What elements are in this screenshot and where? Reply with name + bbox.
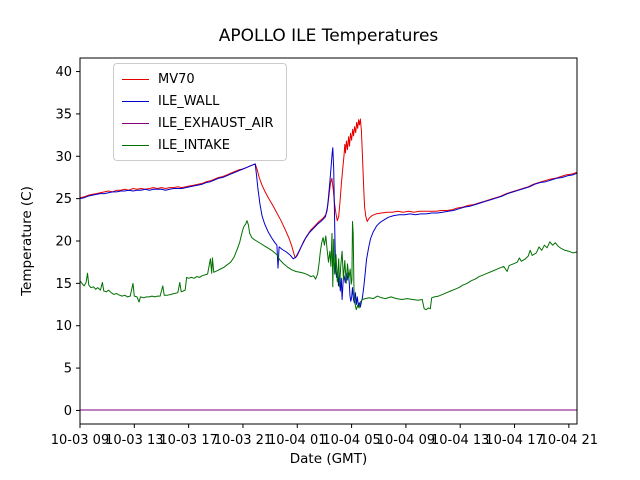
y-axis-label: Temperature (C) (19, 186, 35, 296)
y-tick-label: 0 (64, 404, 72, 419)
x-tick-label: 10-04 17 (485, 433, 543, 448)
x-axis-label: Date (GMT) (289, 451, 368, 467)
chart-title: APOLLO ILE Temperatures (218, 26, 439, 46)
legend-line-swatch (122, 144, 149, 146)
legend-item-ILE_EXHAUST_AIR: ILE_EXHAUST_AIR (122, 112, 274, 134)
legend-item-MV70: MV70 (122, 68, 274, 90)
x-tick-label: 10-04 01 (268, 433, 326, 448)
x-tick-label: 10-03 09 (51, 433, 109, 448)
series-line-ILE_WALL (79, 147, 578, 308)
y-tick-label: 5 (64, 362, 72, 377)
series-line-ILE_INTAKE (79, 220, 578, 311)
legend-item-ILE_INTAKE: ILE_INTAKE (122, 134, 274, 156)
x-tick-label: 10-04 13 (431, 433, 489, 448)
legend-label: MV70 (158, 71, 195, 87)
y-tick-label: 30 (55, 150, 72, 165)
legend-line-swatch (122, 122, 149, 124)
y-tick-label: 35 (55, 107, 72, 122)
y-tick-label: 15 (55, 277, 72, 292)
x-tick-label: 10-04 09 (377, 433, 435, 448)
legend-item-ILE_WALL: ILE_WALL (122, 90, 274, 112)
axes-frame (79, 57, 578, 425)
legend-line-swatch (122, 78, 149, 80)
legend: MV70 ILE_WALL ILE_EXHAUST_AIR ILE_INTAKE (113, 63, 287, 161)
x-tick-label: 10-04 05 (322, 433, 380, 448)
y-tick-label: 20 (55, 235, 72, 250)
legend-line-swatch (122, 100, 149, 102)
legend-label: ILE_WALL (158, 93, 220, 109)
y-tick-label: 40 (55, 65, 72, 80)
x-tick-label: 10-03 17 (159, 433, 217, 448)
legend-label: ILE_INTAKE (158, 137, 230, 153)
legend-label: ILE_EXHAUST_AIR (158, 115, 274, 131)
y-tick-label: 10 (55, 319, 72, 334)
x-tick-label: 10-03 21 (214, 433, 272, 448)
x-tick-label: 10-04 21 (540, 433, 598, 448)
y-tick-label: 25 (55, 192, 72, 207)
x-tick-label: 10-03 13 (105, 433, 163, 448)
